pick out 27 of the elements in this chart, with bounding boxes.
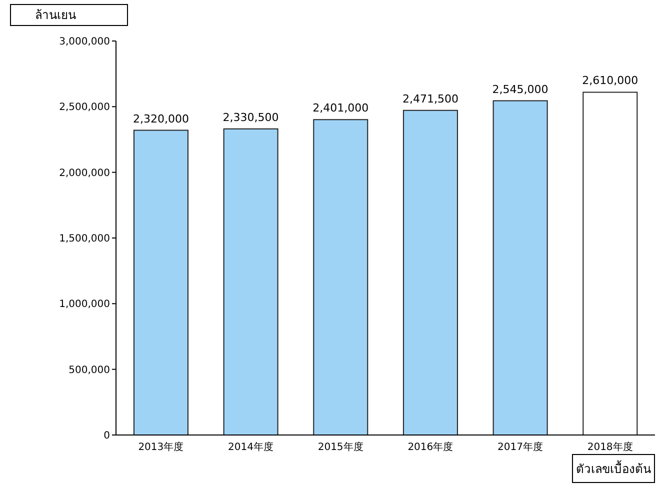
x-tick-label: 2016年度 xyxy=(408,441,454,454)
bar xyxy=(582,92,638,435)
x-tick-label: 2015年度 xyxy=(318,441,364,454)
x-tick-label: 2017年度 xyxy=(498,441,543,454)
y-tick-label: 2,500,000 xyxy=(59,102,110,114)
bar xyxy=(492,100,548,435)
y-tick-label: 1,500,000 xyxy=(59,234,110,245)
x-tick-label: 2014年度 xyxy=(228,441,274,454)
bar xyxy=(223,128,278,435)
y-tick-label: 1,000,000 xyxy=(59,299,110,310)
y-tick-label: 3,000,000 xyxy=(59,36,110,48)
data-label: 2,401,000 xyxy=(312,102,369,115)
data-label: 2,471,500 xyxy=(402,92,458,106)
y-tick-label: 2,000,000 xyxy=(59,168,110,179)
x-tick-label: 2018年度 xyxy=(587,441,633,454)
y-axis-title: ล้านเยน xyxy=(10,4,128,26)
x-tick-label: 2013年度 xyxy=(138,441,184,454)
text: ตัวเลขเบื้องต้น xyxy=(572,454,655,483)
y-tick-label: 0 xyxy=(104,430,110,442)
data-label: 2,320,000 xyxy=(132,112,189,126)
data-label: 2,610,000 xyxy=(582,74,638,88)
y-tick-label: 500,000 xyxy=(68,364,110,376)
data-label: 2,330,500 xyxy=(222,110,279,124)
data-label: 2,545,000 xyxy=(492,82,548,96)
bar xyxy=(402,110,458,435)
bar xyxy=(133,130,188,435)
bar xyxy=(313,119,368,435)
